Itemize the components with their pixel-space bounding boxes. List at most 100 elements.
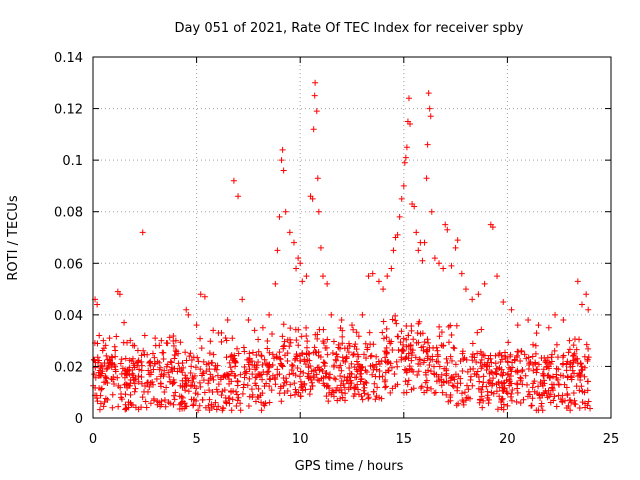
y-tick-label: 0: [75, 412, 83, 427]
roti-point: [314, 376, 321, 383]
roti-point: [524, 393, 531, 400]
roti-point: [544, 394, 551, 401]
roti-point: [396, 213, 403, 220]
roti-point: [317, 353, 324, 360]
roti-point: [280, 321, 287, 328]
roti-point: [94, 398, 101, 405]
roti-point: [443, 367, 450, 374]
roti-point: [487, 355, 494, 362]
roti-point: [146, 383, 153, 390]
roti-point: [108, 353, 115, 360]
roti-point: [332, 376, 339, 383]
roti-point: [383, 350, 390, 357]
roti-point: [461, 389, 468, 396]
x-tick-label: 20: [499, 432, 516, 447]
roti-point: [184, 375, 191, 382]
roti-point: [435, 358, 442, 365]
roti-point: [447, 377, 454, 384]
roti-point: [502, 354, 509, 361]
roti-point: [118, 396, 125, 403]
y-axis-label: ROTI / TECUs: [6, 195, 21, 280]
x-axis-label: GPS time / hours: [295, 459, 404, 474]
roti-point: [424, 384, 431, 391]
roti-point: [97, 400, 104, 407]
roti-point: [499, 356, 506, 363]
roti-point: [231, 358, 238, 365]
roti-point: [124, 367, 131, 374]
roti-point: [266, 375, 273, 382]
roti-point: [355, 353, 362, 360]
roti-point: [484, 359, 491, 366]
y-tick-label: 0.14: [54, 51, 83, 66]
roti-point: [531, 388, 538, 395]
roti-point: [320, 380, 327, 387]
roti-point: [342, 390, 349, 397]
roti-point: [425, 339, 432, 346]
roti-point: [330, 393, 337, 400]
roti-point: [258, 407, 265, 414]
roti-point: [113, 333, 120, 340]
roti-point: [387, 389, 394, 396]
roti-point: [139, 394, 146, 401]
roti-point: [403, 336, 410, 343]
roti-point: [160, 355, 167, 362]
roti-point: [550, 387, 557, 394]
roti-point: [478, 326, 485, 333]
roti-point: [280, 375, 287, 382]
roti-point: [548, 384, 555, 391]
roti-point: [346, 365, 353, 372]
roti-point: [426, 361, 433, 368]
roti-point: [239, 296, 246, 303]
roti-point: [385, 367, 392, 374]
roti-point: [243, 368, 250, 375]
roti-point: [507, 351, 514, 358]
roti-point: [459, 348, 466, 355]
roti-point: [274, 247, 281, 254]
roti-point: [198, 345, 205, 352]
roti-point: [352, 341, 359, 348]
roti-point: [392, 317, 399, 324]
roti-point: [212, 399, 219, 406]
roti-point: [182, 372, 189, 379]
roti-point: [312, 79, 319, 86]
roti-point: [530, 367, 537, 374]
roti-point: [538, 400, 545, 407]
y-tick-label: 0.04: [54, 309, 83, 324]
roti-point: [253, 374, 260, 381]
roti-point: [146, 359, 153, 366]
roti-point: [139, 229, 146, 236]
roti-point: [361, 390, 368, 397]
roti-point: [469, 353, 476, 360]
roti-point: [308, 379, 315, 386]
roti-point: [480, 379, 487, 386]
roti-point: [407, 121, 414, 128]
roti-point: [122, 381, 129, 388]
roti-point: [355, 333, 362, 340]
roti-point: [576, 405, 583, 412]
roti-point: [434, 347, 441, 354]
roti-point: [497, 371, 504, 378]
y-tick-label: 0.06: [54, 257, 83, 272]
roti-point: [337, 372, 344, 379]
roti-point: [427, 368, 434, 375]
roti-point: [571, 350, 578, 357]
roti-point: [197, 291, 204, 298]
roti-point: [527, 358, 534, 365]
roti-point: [334, 397, 341, 404]
roti-point: [234, 345, 241, 352]
roti-point: [240, 381, 247, 388]
roti-point: [156, 359, 163, 366]
roti-point: [467, 373, 474, 380]
x-tick-label: 10: [292, 432, 309, 447]
roti-point: [182, 387, 189, 394]
roti-point: [464, 382, 471, 389]
roti-point: [261, 356, 268, 363]
roti-point: [201, 389, 208, 396]
roti-point: [480, 373, 487, 380]
roti-point: [164, 340, 171, 347]
roti-point: [448, 357, 455, 364]
roti-point: [237, 400, 244, 407]
roti-point: [533, 407, 540, 414]
roti-point: [101, 360, 108, 367]
roti-point: [433, 378, 440, 385]
